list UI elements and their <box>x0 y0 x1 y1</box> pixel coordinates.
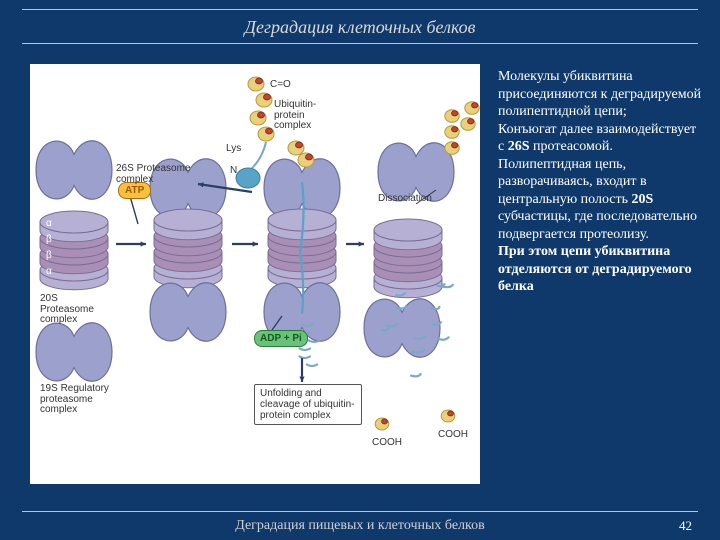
svg-text:β: β <box>46 234 52 245</box>
content-row: αββα20S Proteasome complex19S Regulatory… <box>30 64 702 496</box>
side-20s: 20S <box>632 192 654 207</box>
side-paragraph: Молекулы убиквитина присоединяются к дег… <box>480 64 702 496</box>
proteasome-diagram: αββα20S Proteasome complex19S Regulatory… <box>30 64 480 484</box>
svg-text:α: α <box>46 218 52 229</box>
label-lys: Lys <box>226 144 241 155</box>
page-number: 42 <box>679 518 692 534</box>
header-rule-top <box>22 9 698 10</box>
footer-text: Деградация пищевых и клеточных белков <box>235 518 485 533</box>
label-co: C=O <box>270 80 291 91</box>
side-p3a: с <box>498 139 508 154</box>
label-ub-complex: Ubiquitin-protein complex <box>274 100 344 132</box>
label-cooh-1: COOH <box>372 438 402 449</box>
header-rule-bottom <box>22 43 698 44</box>
page-title: Деградация клеточных белков <box>0 13 720 40</box>
label-26s: 26S Proteasome complex <box>116 164 226 185</box>
footer-rule <box>22 511 698 512</box>
side-p4: Полипептидная цепь, разворачиваясь, вход… <box>498 157 647 207</box>
header: Деградация клеточных белков <box>0 0 720 44</box>
side-p2: Конъюгат далее взаимодействует <box>498 122 696 137</box>
label-n: N <box>230 166 237 177</box>
footer: Деградация пищевых и клеточных белков <box>0 507 720 534</box>
side-p5: При этом цепи убиквитина отделяются от д… <box>498 244 692 294</box>
side-p4c: субчастицы, где последовательно подверга… <box>498 209 697 242</box>
svg-text:β: β <box>46 250 52 261</box>
svg-text:α: α <box>46 266 52 277</box>
label-20s: 20S Proteasome complex <box>40 294 110 326</box>
side-26s: 26S <box>508 139 530 154</box>
adp-badge: ADP + Pi <box>254 330 308 347</box>
side-p3c: протеасомой. <box>530 139 613 154</box>
label-19s: 19S Regulatory proteasome complex <box>40 384 118 416</box>
label-cooh-2: COOH <box>438 430 468 441</box>
side-p1: Молекулы убиквитина присоединяются к дег… <box>498 69 701 119</box>
label-dissociation: Dissociation <box>378 194 432 205</box>
label-unfold-box: Unfolding and cleavage of ubiquitin-prot… <box>254 384 362 425</box>
